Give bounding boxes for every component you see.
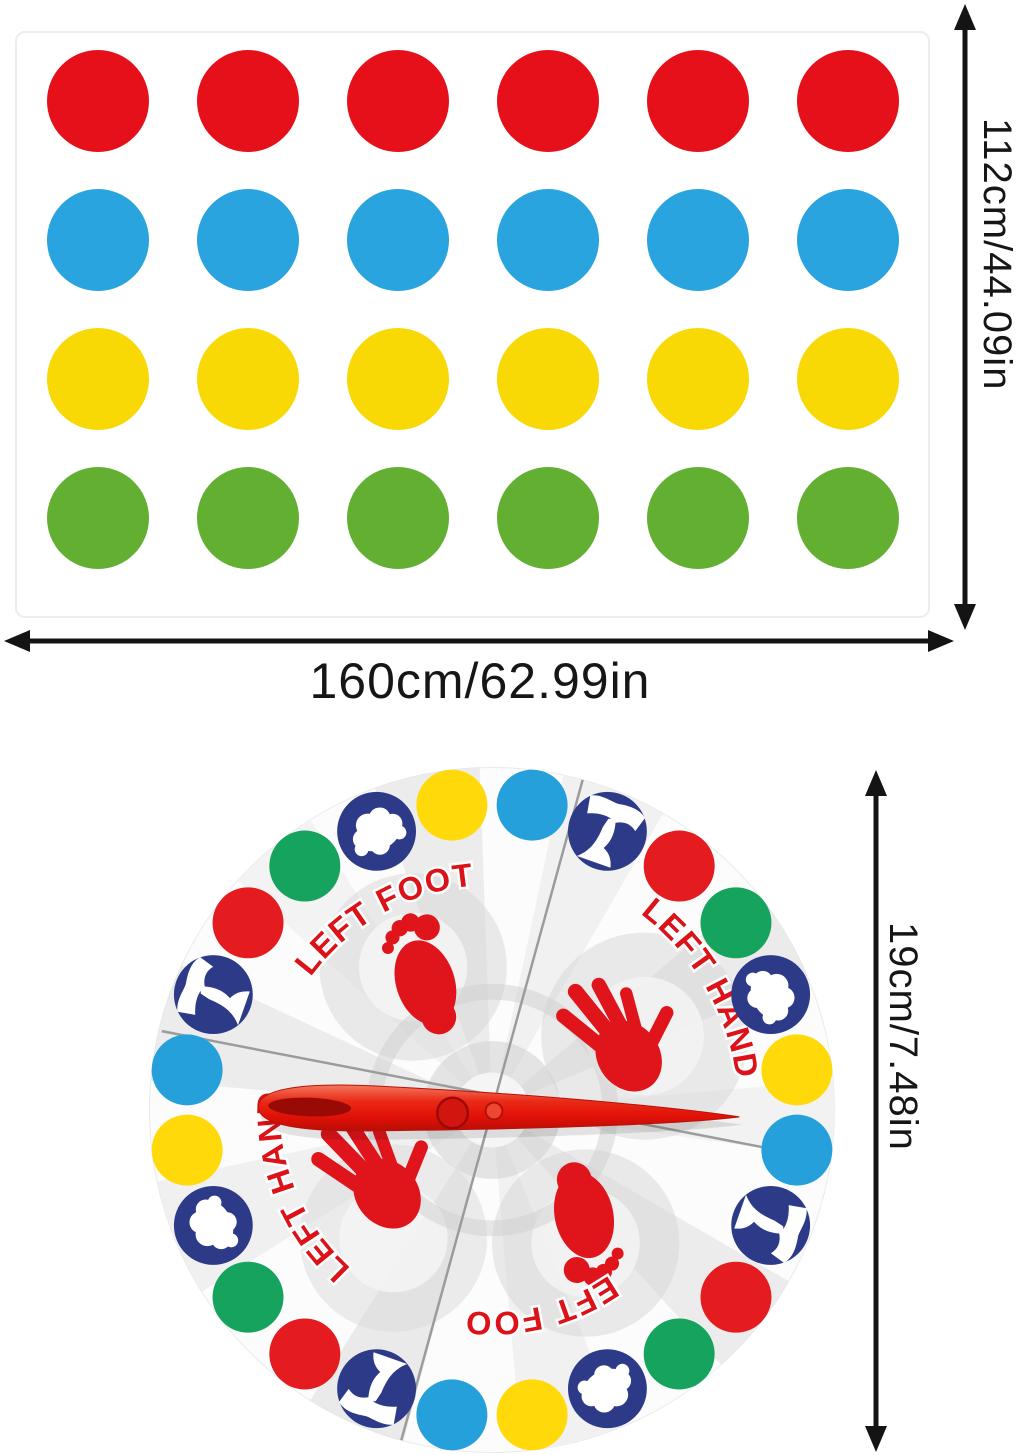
- yellow-mat-dot: [347, 328, 449, 430]
- green-mat-dot: [347, 467, 449, 569]
- green-mat-dot: [647, 467, 749, 569]
- red-mat-dot: [197, 50, 299, 152]
- blue-mat-dot: [497, 189, 599, 291]
- blue-spinner-dot: [761, 1114, 833, 1186]
- yellow-spinner-dot: [496, 1379, 568, 1451]
- blue-mat-dot: [797, 189, 899, 291]
- blue-mat-dot: [47, 189, 149, 291]
- red-mat-dot: [347, 50, 449, 152]
- twister-mat: [15, 31, 930, 618]
- blue-spinner-dot: [151, 1034, 223, 1106]
- red-spinner-dot: [643, 830, 715, 902]
- spinner-wheel: LEFT FOOT LEFT HAND LEFT HAND LEFT FOOT: [148, 766, 836, 1454]
- green-mat-dot: [497, 467, 599, 569]
- mat-width-arrow: [4, 630, 954, 652]
- green-spinner-dot: [269, 830, 341, 902]
- red-spinner-dot: [212, 887, 284, 959]
- red-mat-dot: [647, 50, 749, 152]
- pointer-hole: [436, 1096, 470, 1130]
- blue-spinner-dot: [416, 1379, 488, 1451]
- green-mat-dot: [797, 467, 899, 569]
- spinner-height-arrow: [865, 770, 887, 1452]
- red-mat-dot: [497, 50, 599, 152]
- red-spinner-dot: [269, 1318, 341, 1390]
- green-mat-dot: [197, 467, 299, 569]
- red-mat-dot: [797, 50, 899, 152]
- blue-mat-dot: [197, 189, 299, 291]
- yellow-mat-dot: [797, 328, 899, 430]
- yellow-mat-dot: [647, 328, 749, 430]
- mat-dot-grid: [17, 33, 928, 615]
- red-mat-dot: [47, 50, 149, 152]
- mat-height-arrow: [954, 4, 976, 630]
- pointer-pin: [484, 1101, 504, 1121]
- yellow-spinner-dot: [761, 1034, 833, 1106]
- spinner-ring: [151, 769, 833, 1451]
- spinner-size-label: 19cm/7.48in: [881, 922, 925, 1151]
- green-spinner-dot: [212, 1261, 284, 1333]
- yellow-mat-dot: [47, 328, 149, 430]
- green-spinner-dot: [643, 1318, 715, 1390]
- red-spinner-dot: [700, 1261, 772, 1333]
- pointer-slot: [268, 1097, 352, 1117]
- yellow-mat-dot: [497, 328, 599, 430]
- yellow-mat-dot: [197, 328, 299, 430]
- spinner-pointer: [257, 1084, 743, 1140]
- mat-height-label: 112cm/44.09in: [975, 118, 1019, 391]
- green-spinner-dot: [700, 887, 772, 959]
- mat-width-label: 160cm/62.99in: [309, 653, 651, 709]
- blue-spinner-dot: [496, 769, 568, 841]
- yellow-spinner-dot: [416, 769, 488, 841]
- blue-mat-dot: [347, 189, 449, 291]
- blue-mat-dot: [647, 189, 749, 291]
- yellow-spinner-dot: [151, 1114, 223, 1186]
- green-mat-dot: [47, 467, 149, 569]
